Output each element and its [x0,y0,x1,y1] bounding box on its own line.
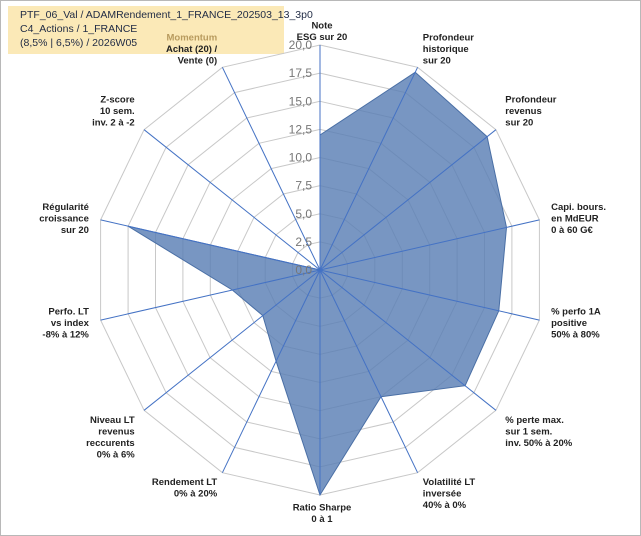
axis-spoke [221,269,321,473]
axis-label: Perfo. LT vs index -8% à 12% [42,307,89,341]
axis-spoke [319,219,540,271]
axis-spoke [143,269,321,411]
tick-label: 2,5 [295,235,312,249]
tick-label: 5,0 [295,207,312,221]
axis-spoke [100,219,321,271]
axis-label: Z-score 10 sem. inv. 2 à -2 [92,95,135,129]
tick-label: 0,0 [295,263,312,277]
axis-label: Momentum Achat (20) / Vente (0) [166,32,218,66]
chart-header: PTF_06_Val / ADAMRendement_1_FRANCE_2025… [8,6,313,54]
tick-label: 10,0 [289,151,313,165]
axis-spoke [319,269,540,321]
axis-label: Profondeur revenus sur 20 [505,95,556,129]
axis-label: Rendement LT 0% à 20% [152,477,218,500]
axis-spoke [143,129,321,271]
axis-label: % perte max. sur 1 sem. inv. 50% à 20% [505,415,572,449]
axis-label: Note ESG sur 20 [297,21,348,44]
header-params-line: (8,5% | 6,5%) / 2026W05 [20,37,138,49]
axis-spoke [319,269,419,473]
tick-label: 20,0 [289,38,313,52]
axis-label: Capi. bours. en MdEUR 0 à 60 G€ [551,202,606,236]
axis-spoke [319,129,497,271]
axis-label: Profondeur historique sur 20 [423,32,474,66]
header-portfolio-line: PTF_06_Val / ADAMRendement_1_FRANCE_2025… [20,9,313,21]
axis-label: Niveau LT revenus reccurents 0% à 6% [86,415,135,461]
axis-label: Régularité croissance sur 20 [39,202,89,236]
tick-label: 17,5 [289,66,313,80]
axis-label: % perfo 1A positive 50% à 80% [551,307,601,341]
axis-spoke [319,269,497,411]
axis-spoke [319,67,419,271]
tick-label: 15,0 [289,94,313,108]
axis-label: Volatilité LT inversée 40% à 0% [423,477,476,511]
axis-spoke [221,67,321,271]
header-category-line: C4_Actions / 1_FRANCE [20,23,138,35]
tick-label: 12,5 [289,122,313,136]
tick-label: 7,5 [295,179,312,193]
series-area [127,71,508,497]
axis-spoke [100,269,321,321]
axis-label: Ratio Sharpe 0 à 1 [293,503,352,526]
